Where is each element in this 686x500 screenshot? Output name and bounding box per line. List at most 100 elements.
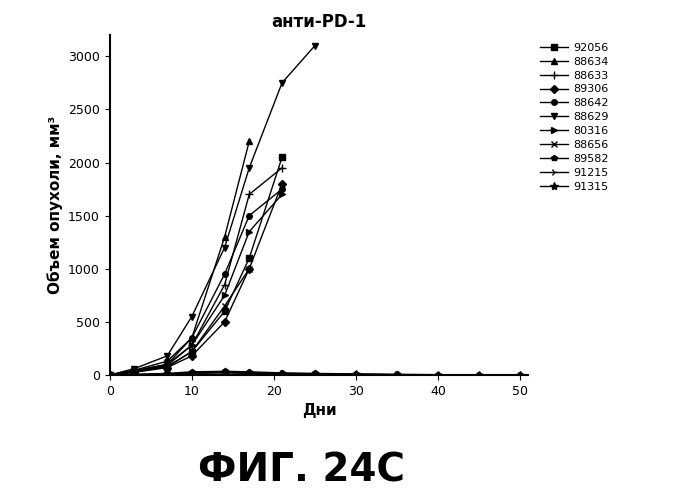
80316 — [188, 342, 196, 348]
91315 — [393, 372, 401, 378]
91215 — [106, 372, 114, 378]
80316 — [163, 362, 172, 368]
89582 — [352, 371, 360, 377]
92056 — [245, 255, 253, 261]
88633 — [245, 192, 253, 198]
88642 — [220, 271, 228, 277]
89306 — [220, 319, 228, 325]
91215 — [434, 372, 442, 378]
92056 — [188, 348, 196, 354]
80316 — [245, 228, 253, 234]
80316 — [106, 372, 114, 378]
88642 — [278, 186, 286, 192]
89582 — [106, 372, 114, 378]
Line: 89306: 89306 — [107, 181, 285, 378]
91215 — [311, 371, 319, 377]
88629 — [245, 165, 253, 171]
89582 — [188, 369, 196, 375]
89582 — [163, 370, 172, 376]
Legend: 92056, 88634, 88633, 89306, 88642, 88629, 80316, 88656, 89582, 91215, 91315: 92056, 88634, 88633, 89306, 88642, 88629… — [538, 40, 611, 194]
88642 — [163, 358, 172, 364]
88642 — [188, 335, 196, 341]
88629 — [106, 372, 114, 378]
91315 — [434, 372, 442, 378]
Line: 88629: 88629 — [106, 42, 318, 378]
89306 — [106, 372, 114, 378]
88642 — [106, 372, 114, 378]
Line: 91315: 91315 — [106, 368, 524, 379]
88633 — [130, 368, 139, 374]
91315 — [130, 372, 139, 378]
88629 — [188, 314, 196, 320]
Line: 88634: 88634 — [107, 138, 252, 378]
88656 — [245, 266, 253, 272]
91215 — [188, 370, 196, 376]
91315 — [352, 372, 360, 378]
89306 — [278, 180, 286, 186]
91215 — [475, 372, 483, 378]
91215 — [220, 370, 228, 376]
88634 — [245, 138, 253, 144]
89582 — [130, 372, 139, 378]
Line: 88633: 88633 — [106, 164, 286, 379]
91215 — [278, 370, 286, 376]
91315 — [163, 371, 172, 377]
91215 — [393, 372, 401, 378]
88642 — [130, 367, 139, 373]
88634 — [220, 234, 228, 240]
88629 — [311, 42, 319, 48]
89582 — [516, 372, 524, 378]
91215 — [163, 371, 172, 377]
89582 — [393, 372, 401, 378]
88633 — [278, 165, 286, 171]
92056 — [278, 154, 286, 160]
80316 — [278, 192, 286, 198]
91215 — [245, 370, 253, 376]
88629 — [163, 353, 172, 359]
91315 — [475, 372, 483, 378]
88634 — [130, 368, 139, 374]
91315 — [220, 370, 228, 376]
88656 — [220, 303, 228, 309]
Line: 80316: 80316 — [107, 192, 285, 378]
X-axis label: Дни: Дни — [302, 404, 336, 418]
92056 — [106, 372, 114, 378]
89306 — [245, 266, 253, 272]
91315 — [245, 370, 253, 376]
88656 — [130, 369, 139, 375]
88656 — [163, 364, 172, 370]
88656 — [188, 348, 196, 354]
89582 — [220, 368, 228, 374]
89306 — [188, 353, 196, 359]
88656 — [106, 372, 114, 378]
91215 — [130, 372, 139, 378]
91315 — [106, 372, 114, 378]
92056 — [163, 364, 172, 370]
89582 — [278, 370, 286, 376]
80316 — [130, 368, 139, 374]
80316 — [220, 292, 228, 298]
92056 — [130, 369, 139, 375]
Text: ФИГ. 24С: ФИГ. 24С — [198, 452, 405, 490]
91315 — [516, 372, 524, 378]
Title: анти-PD-1: анти-PD-1 — [272, 12, 366, 30]
91215 — [516, 372, 524, 378]
88633 — [220, 282, 228, 288]
88629 — [278, 80, 286, 86]
88634 — [163, 362, 172, 368]
89306 — [130, 370, 139, 376]
Line: 91215: 91215 — [106, 369, 523, 378]
89582 — [434, 372, 442, 378]
Line: 92056: 92056 — [107, 154, 285, 378]
88634 — [106, 372, 114, 378]
89582 — [311, 370, 319, 376]
Line: 88642: 88642 — [107, 186, 285, 378]
Y-axis label: Объем опухоли, мм³: Объем опухоли, мм³ — [47, 116, 62, 294]
88633 — [106, 372, 114, 378]
88629 — [130, 366, 139, 372]
88633 — [188, 342, 196, 348]
Line: 88656: 88656 — [106, 266, 252, 378]
88629 — [220, 244, 228, 250]
89582 — [475, 372, 483, 378]
89306 — [163, 364, 172, 370]
